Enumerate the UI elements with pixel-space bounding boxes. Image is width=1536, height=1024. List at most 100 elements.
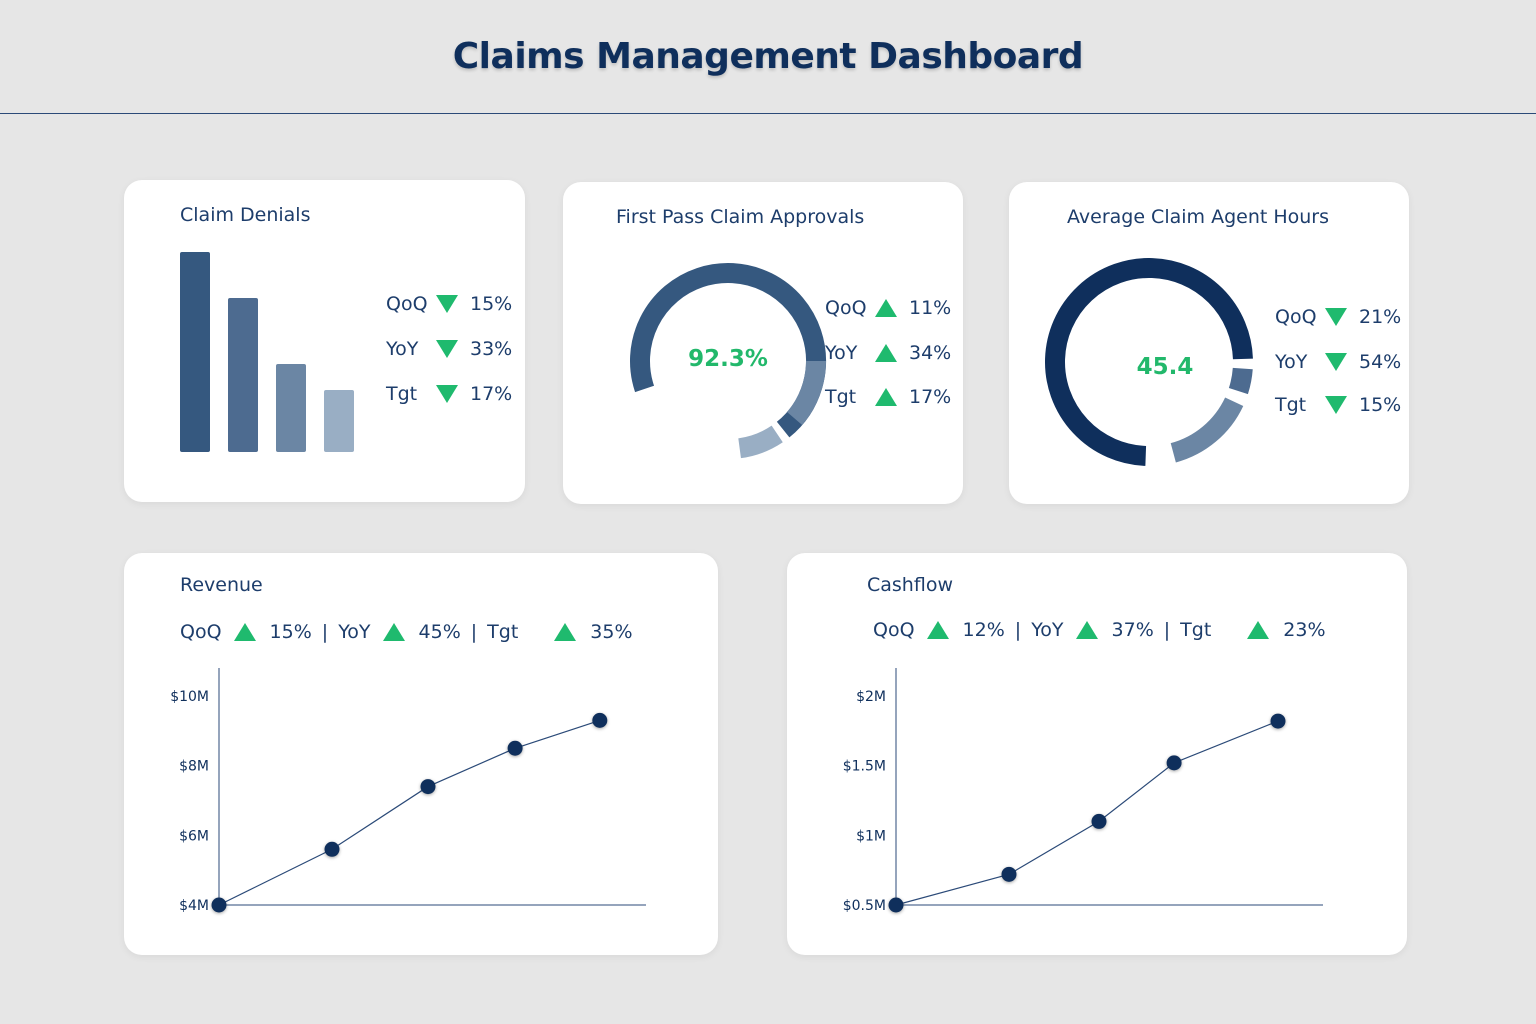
- trend-down-icon: [1325, 308, 1347, 326]
- metric-value: 11%: [909, 297, 952, 319]
- agent-hours-center-value: 45.4: [1136, 354, 1194, 380]
- metric-label: YoY: [1275, 351, 1308, 373]
- first-pass-approvals-title: First Pass Claim Approvals: [616, 206, 865, 228]
- trend-down-icon: [436, 295, 458, 313]
- claim-denials-card: Claim Denials QoQ 15% YoY 33% Tgt 17%: [124, 180, 525, 502]
- header: Claims Management Dashboard: [0, 0, 1536, 114]
- agent-hours-metric-yoy: YoY 54%: [1275, 351, 1401, 373]
- first-pass-approvals-card: First Pass Claim Approvals 92.3% QoQ 11%…: [563, 182, 963, 504]
- y-tick-label: $8M: [179, 759, 209, 775]
- metric-label: YoY: [825, 342, 858, 364]
- data-point-1: [211, 897, 227, 913]
- donut-slice-3: [1045, 258, 1253, 466]
- trend-up-icon: [926, 621, 949, 639]
- trend-up-icon: [554, 623, 577, 641]
- metric-value: 37%: [1111, 619, 1154, 641]
- data-point-5: [592, 712, 608, 728]
- separator: |: [321, 621, 329, 643]
- bar-4: [324, 390, 354, 452]
- metric-label: QoQ: [386, 293, 428, 315]
- agent-hours-donut: [1045, 258, 1253, 466]
- data-point-5: [1270, 713, 1286, 729]
- metric-label: YoY: [1031, 619, 1064, 641]
- metric-value: 17%: [470, 383, 513, 405]
- bar-2: [228, 298, 258, 452]
- revenue-title: Revenue: [180, 574, 263, 596]
- metric-value: 23%: [1283, 619, 1326, 641]
- data-point-4: [507, 740, 523, 756]
- denials-metric-yoy: YoY 33%: [386, 338, 512, 360]
- metric-label: QoQ: [873, 619, 915, 641]
- trend-up-icon: [382, 623, 405, 641]
- metric-label: YoY: [338, 621, 371, 643]
- trend-up-icon: [875, 344, 897, 362]
- metric-label: Tgt: [825, 386, 857, 408]
- trend-up-icon: [233, 623, 256, 641]
- approvals-metric-tgt: Tgt 17%: [825, 386, 951, 408]
- donut-slice-2: [630, 263, 826, 459]
- revenue-metrics-strip: QoQ 15% | YoY 45% | Tgt 35%: [180, 621, 633, 643]
- trend-up-icon: [1247, 621, 1270, 639]
- metric-label: Tgt: [487, 621, 519, 643]
- approvals-metric-yoy: YoY 34%: [825, 342, 951, 364]
- metric-value: 34%: [909, 342, 952, 364]
- trend-up-icon: [875, 388, 897, 406]
- trend-down-icon: [1325, 396, 1347, 414]
- series-line: [895, 720, 1279, 906]
- separator: |: [1163, 619, 1171, 641]
- metric-value: 35%: [590, 621, 633, 643]
- agent-hours-metric-tgt: Tgt 15%: [1275, 394, 1401, 416]
- metric-value: 15%: [269, 621, 312, 643]
- agent-hours-card: Average Claim Agent Hours 45.4 QoQ 21% Y…: [1009, 182, 1409, 504]
- trend-down-icon: [436, 340, 458, 358]
- metric-value: 15%: [1359, 394, 1402, 416]
- metric-label: Tgt: [1180, 619, 1212, 641]
- data-point-4: [1166, 755, 1182, 771]
- data-point-2: [1001, 866, 1017, 882]
- agent-hours-metric-qoq: QoQ 21%: [1275, 306, 1401, 328]
- cashflow-title: Cashflow: [867, 574, 953, 596]
- trend-down-icon: [1325, 353, 1347, 371]
- metric-value: 21%: [1359, 306, 1402, 328]
- metric-label: Tgt: [1275, 394, 1307, 416]
- revenue-card: Revenue QoQ 15% | YoY 45% | Tgt 35% $4M $…: [124, 553, 718, 955]
- revenue-line-chart: $4M $6M $8M $10M: [170, 668, 646, 914]
- bar-1: [180, 252, 210, 452]
- y-tick-label: $10M: [170, 689, 209, 705]
- cashflow-metrics-strip: QoQ 12% | YoY 37% | Tgt 23%: [873, 619, 1326, 641]
- y-tick-label: $4M: [179, 898, 209, 914]
- metric-label: QoQ: [1275, 306, 1317, 328]
- bar-3: [276, 364, 306, 452]
- data-point-2: [324, 841, 340, 857]
- metric-value: 54%: [1359, 351, 1402, 373]
- y-tick-label: $6M: [179, 828, 209, 844]
- cashflow-card: Cashflow QoQ 12% | YoY 37% | Tgt 23% $0.…: [787, 553, 1407, 955]
- metric-value: 12%: [962, 619, 1005, 641]
- y-tick-label: $0.5M: [843, 898, 886, 914]
- separator: |: [1014, 619, 1022, 641]
- claim-denials-title: Claim Denials: [180, 204, 311, 226]
- trend-up-icon: [1075, 621, 1098, 639]
- metric-value: 45%: [418, 621, 461, 643]
- metric-value: 33%: [470, 338, 513, 360]
- trend-down-icon: [436, 385, 458, 403]
- y-tick-label: $2M: [856, 689, 886, 705]
- data-point-3: [420, 779, 436, 795]
- claim-denials-bar-chart: [180, 252, 354, 452]
- metric-value: 15%: [470, 293, 513, 315]
- page-title: Claims Management Dashboard: [452, 36, 1084, 77]
- series-line: [218, 719, 600, 906]
- cashflow-line-chart: $0.5M $1M $1.5M $2M: [843, 668, 1323, 914]
- metric-label: YoY: [386, 338, 419, 360]
- approvals-center-value: 92.3%: [688, 346, 768, 372]
- data-point-1: [888, 897, 904, 913]
- metric-label: QoQ: [180, 621, 222, 643]
- metric-label: Tgt: [386, 383, 418, 405]
- first-pass-approvals-donut: [630, 263, 826, 459]
- denials-metric-tgt: Tgt 17%: [386, 383, 512, 405]
- y-tick-label: $1M: [856, 828, 886, 844]
- approvals-metric-qoq: QoQ 11%: [825, 297, 951, 319]
- trend-up-icon: [875, 299, 897, 317]
- metric-value: 17%: [909, 386, 952, 408]
- denials-metric-qoq: QoQ 15%: [386, 293, 512, 315]
